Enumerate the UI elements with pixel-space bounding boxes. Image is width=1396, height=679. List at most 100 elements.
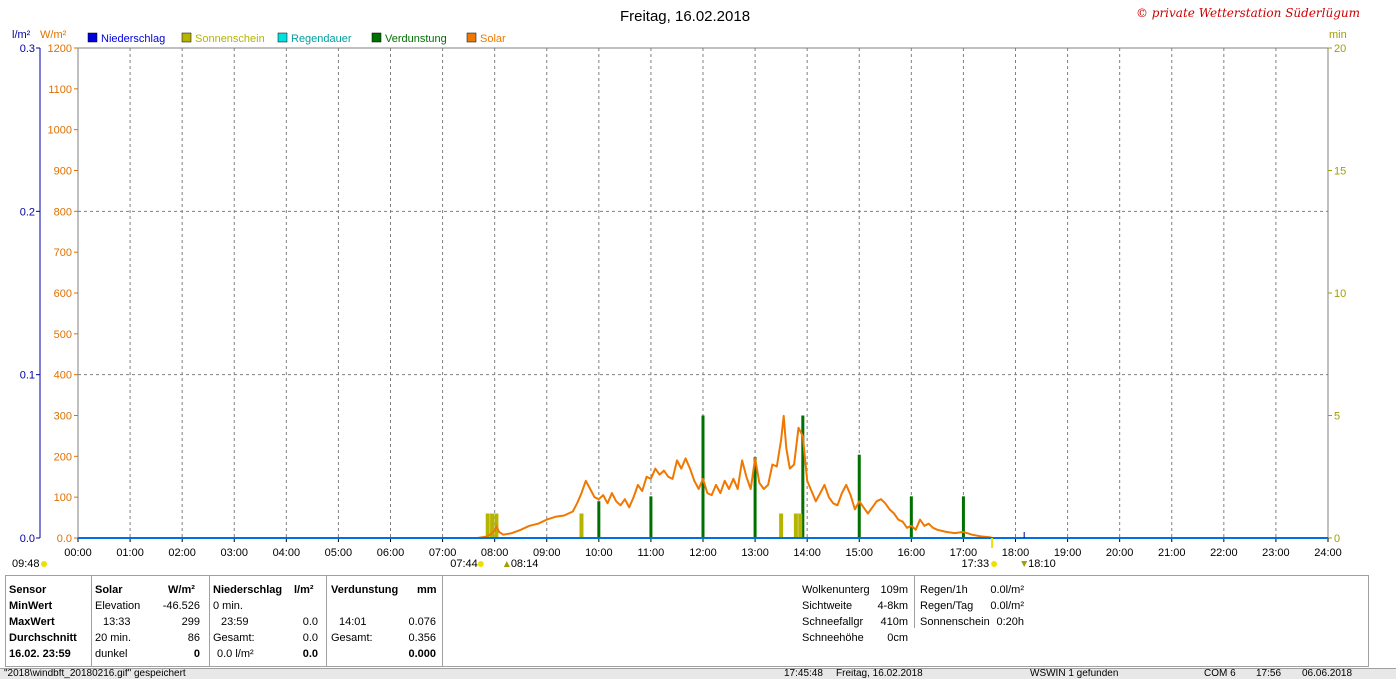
rainrate-value-1: 0.0l/m² — [990, 600, 1024, 612]
verdunstung-bar-7 — [961, 496, 965, 538]
evap-total-label: Gesamt: — [331, 632, 373, 644]
x-tick-label-15: 15:00 — [845, 547, 873, 559]
solar-current-value: 0 — [193, 648, 200, 660]
evap-max-value: 0.076 — [408, 616, 436, 628]
verdunstung-bar-0 — [597, 501, 601, 538]
sunrise-label: 07:44 — [450, 558, 478, 570]
chart-axes: 0.00.10.20.30.01002003004005006007008009… — [20, 43, 1347, 559]
x-tick-label-2: 02:00 — [168, 547, 196, 559]
cloud-label-0: Wolkenunterg — [802, 584, 870, 596]
x-tick-label-24: 24:00 — [1314, 547, 1342, 559]
left-outer-tick-label-1: 0.1 — [20, 370, 35, 382]
status-port: COM 6 — [1204, 668, 1236, 679]
chart-grid — [78, 48, 1328, 538]
left-inner-tick-label-12: 1200 — [48, 43, 72, 55]
rain-min-label: 0 min. — [213, 600, 243, 612]
right-tick-label-1: 5 — [1334, 411, 1340, 423]
left-inner-tick-label-6: 600 — [54, 288, 72, 300]
solar-start-label: 08:14 — [511, 558, 539, 570]
status-bar: "2018\windbft_20180216.gif" gespeichert … — [0, 668, 1396, 679]
x-tick-label-0: 00:00 — [64, 547, 92, 559]
cloud-value-0: 109m — [880, 584, 908, 596]
left-inner-unit: W/m² — [40, 29, 67, 41]
legend-label-4: Solar — [480, 33, 506, 45]
rain-max-label: 23:59 — [221, 616, 249, 628]
x-tick-label-1: 01:00 — [116, 547, 144, 559]
right-tick-label-2: 10 — [1334, 288, 1346, 300]
verdunstung-bar-5 — [857, 454, 861, 538]
left-inner-tick-label-4: 400 — [54, 370, 72, 382]
x-tick-label-23: 23:00 — [1262, 547, 1290, 559]
left-inner-tick-label-8: 800 — [54, 206, 72, 218]
cloud-value-2: 410m — [880, 616, 908, 628]
cloud-value-1: 4-8km — [877, 600, 908, 612]
moon-set-icon — [41, 561, 47, 567]
verdunstung-bar-6 — [909, 496, 913, 538]
left-inner-tick-label-2: 200 — [54, 451, 72, 463]
x-tick-label-14: 14:00 — [793, 547, 821, 559]
legend-label-3: Verdunstung — [385, 33, 447, 45]
chart-legend: Niederschlag Sonnenschein Regendauer Verdun… — [87, 32, 506, 45]
rainrate-value-0: 0.0l/m² — [990, 584, 1024, 596]
x-tick-label-19: 19:00 — [1054, 547, 1082, 559]
left-inner-tick-label-0: 0.0 — [57, 533, 72, 545]
verdunstung-bar-4 — [801, 415, 805, 538]
sonnenschein-bar-0 — [485, 513, 490, 538]
moon-set-label: 09:48 — [12, 558, 40, 570]
legend-swatch-4 — [466, 32, 477, 43]
left-inner-tick-label-10: 1000 — [48, 125, 72, 137]
status-file: "2018\windbft_20180216.gif" gespeichert — [4, 668, 186, 679]
solar-start-icon — [503, 561, 510, 567]
sonnenschein-bar-1 — [490, 513, 495, 538]
legend-swatch-3 — [371, 32, 382, 43]
solar-header: Solar — [95, 584, 123, 596]
legend-label-0: Niederschlag — [101, 33, 165, 45]
x-tick-label-18: 18:00 — [1002, 547, 1030, 559]
sun-moon-markers: 09:48 07:44 08:14 17:33 18:10 — [12, 532, 1056, 570]
x-tick-label-11: 11:00 — [638, 547, 665, 559]
solar-max-label: 13:33 — [103, 616, 131, 628]
legend-label-1: Sonnenschein — [195, 33, 265, 45]
x-tick-label-10: 10:00 — [585, 547, 613, 559]
status-date: Freitag, 16.02.2018 — [836, 668, 923, 679]
sonnenschein-bar-4 — [779, 513, 784, 538]
cloud-label-1: Sichtweite — [802, 600, 853, 612]
right-unit: min — [1329, 29, 1347, 41]
rain-unit: l/m² — [294, 584, 314, 596]
status-device: WSWIN 1 gefunden — [1030, 668, 1119, 679]
right-tick-label-4: 20 — [1334, 43, 1346, 55]
evap-unit: mm — [417, 584, 437, 596]
x-tick-label-8: 08:00 — [481, 547, 509, 559]
rain-header: Niederschlag — [213, 584, 283, 596]
x-tick-label-7: 07:00 — [429, 547, 457, 559]
left-inner-tick-label-5: 500 — [54, 329, 72, 341]
x-tick-label-3: 03:00 — [220, 547, 248, 559]
evap-header: Verdunstung — [331, 584, 399, 596]
status-clock: 17:56 — [1256, 668, 1282, 679]
sensor-row-max: MaxWert — [9, 616, 55, 628]
rainrate-value-2: 0:20h — [996, 616, 1024, 628]
sunrise-icon — [477, 561, 484, 567]
sensor-row-min: MinWert — [9, 600, 53, 612]
cloud-label-2: Schneefallgr — [802, 616, 864, 628]
x-tick-label-21: 21:00 — [1158, 547, 1186, 559]
solar-avg-label: 20 min. — [95, 632, 132, 644]
rain-current-label: 0.0 l/m² — [217, 648, 254, 660]
left-outer-tick-label-0: 0.0 — [20, 533, 35, 545]
verdunstung-bar-1 — [649, 496, 653, 538]
solar-unit: W/m² — [168, 584, 195, 596]
left-inner-tick-label-11: 1100 — [48, 84, 72, 96]
sensor-row-avg: Durchschnitt — [9, 632, 77, 644]
x-tick-label-4: 04:00 — [273, 547, 301, 559]
statistics-panel: Sensor MinWert MaxWert Durchschnitt 16.0… — [5, 575, 1369, 667]
sensor-header: Sensor — [9, 584, 47, 596]
chart-title: Freitag, 16.02.2018 — [620, 8, 750, 25]
left-outer-tick-label-2: 0.2 — [20, 206, 35, 218]
left-outer-unit: l/m² — [12, 29, 31, 41]
x-tick-label-5: 05:00 — [325, 547, 353, 559]
sonnenschein-bar-6 — [798, 513, 803, 538]
moon-rise-label: 18:10 — [1028, 558, 1056, 570]
evap-total-value: 0.356 — [408, 632, 436, 644]
copyright-text: © private Wetterstation Süderlügum — [1136, 6, 1360, 20]
left-outer-tick-label-3: 0.3 — [20, 43, 35, 55]
